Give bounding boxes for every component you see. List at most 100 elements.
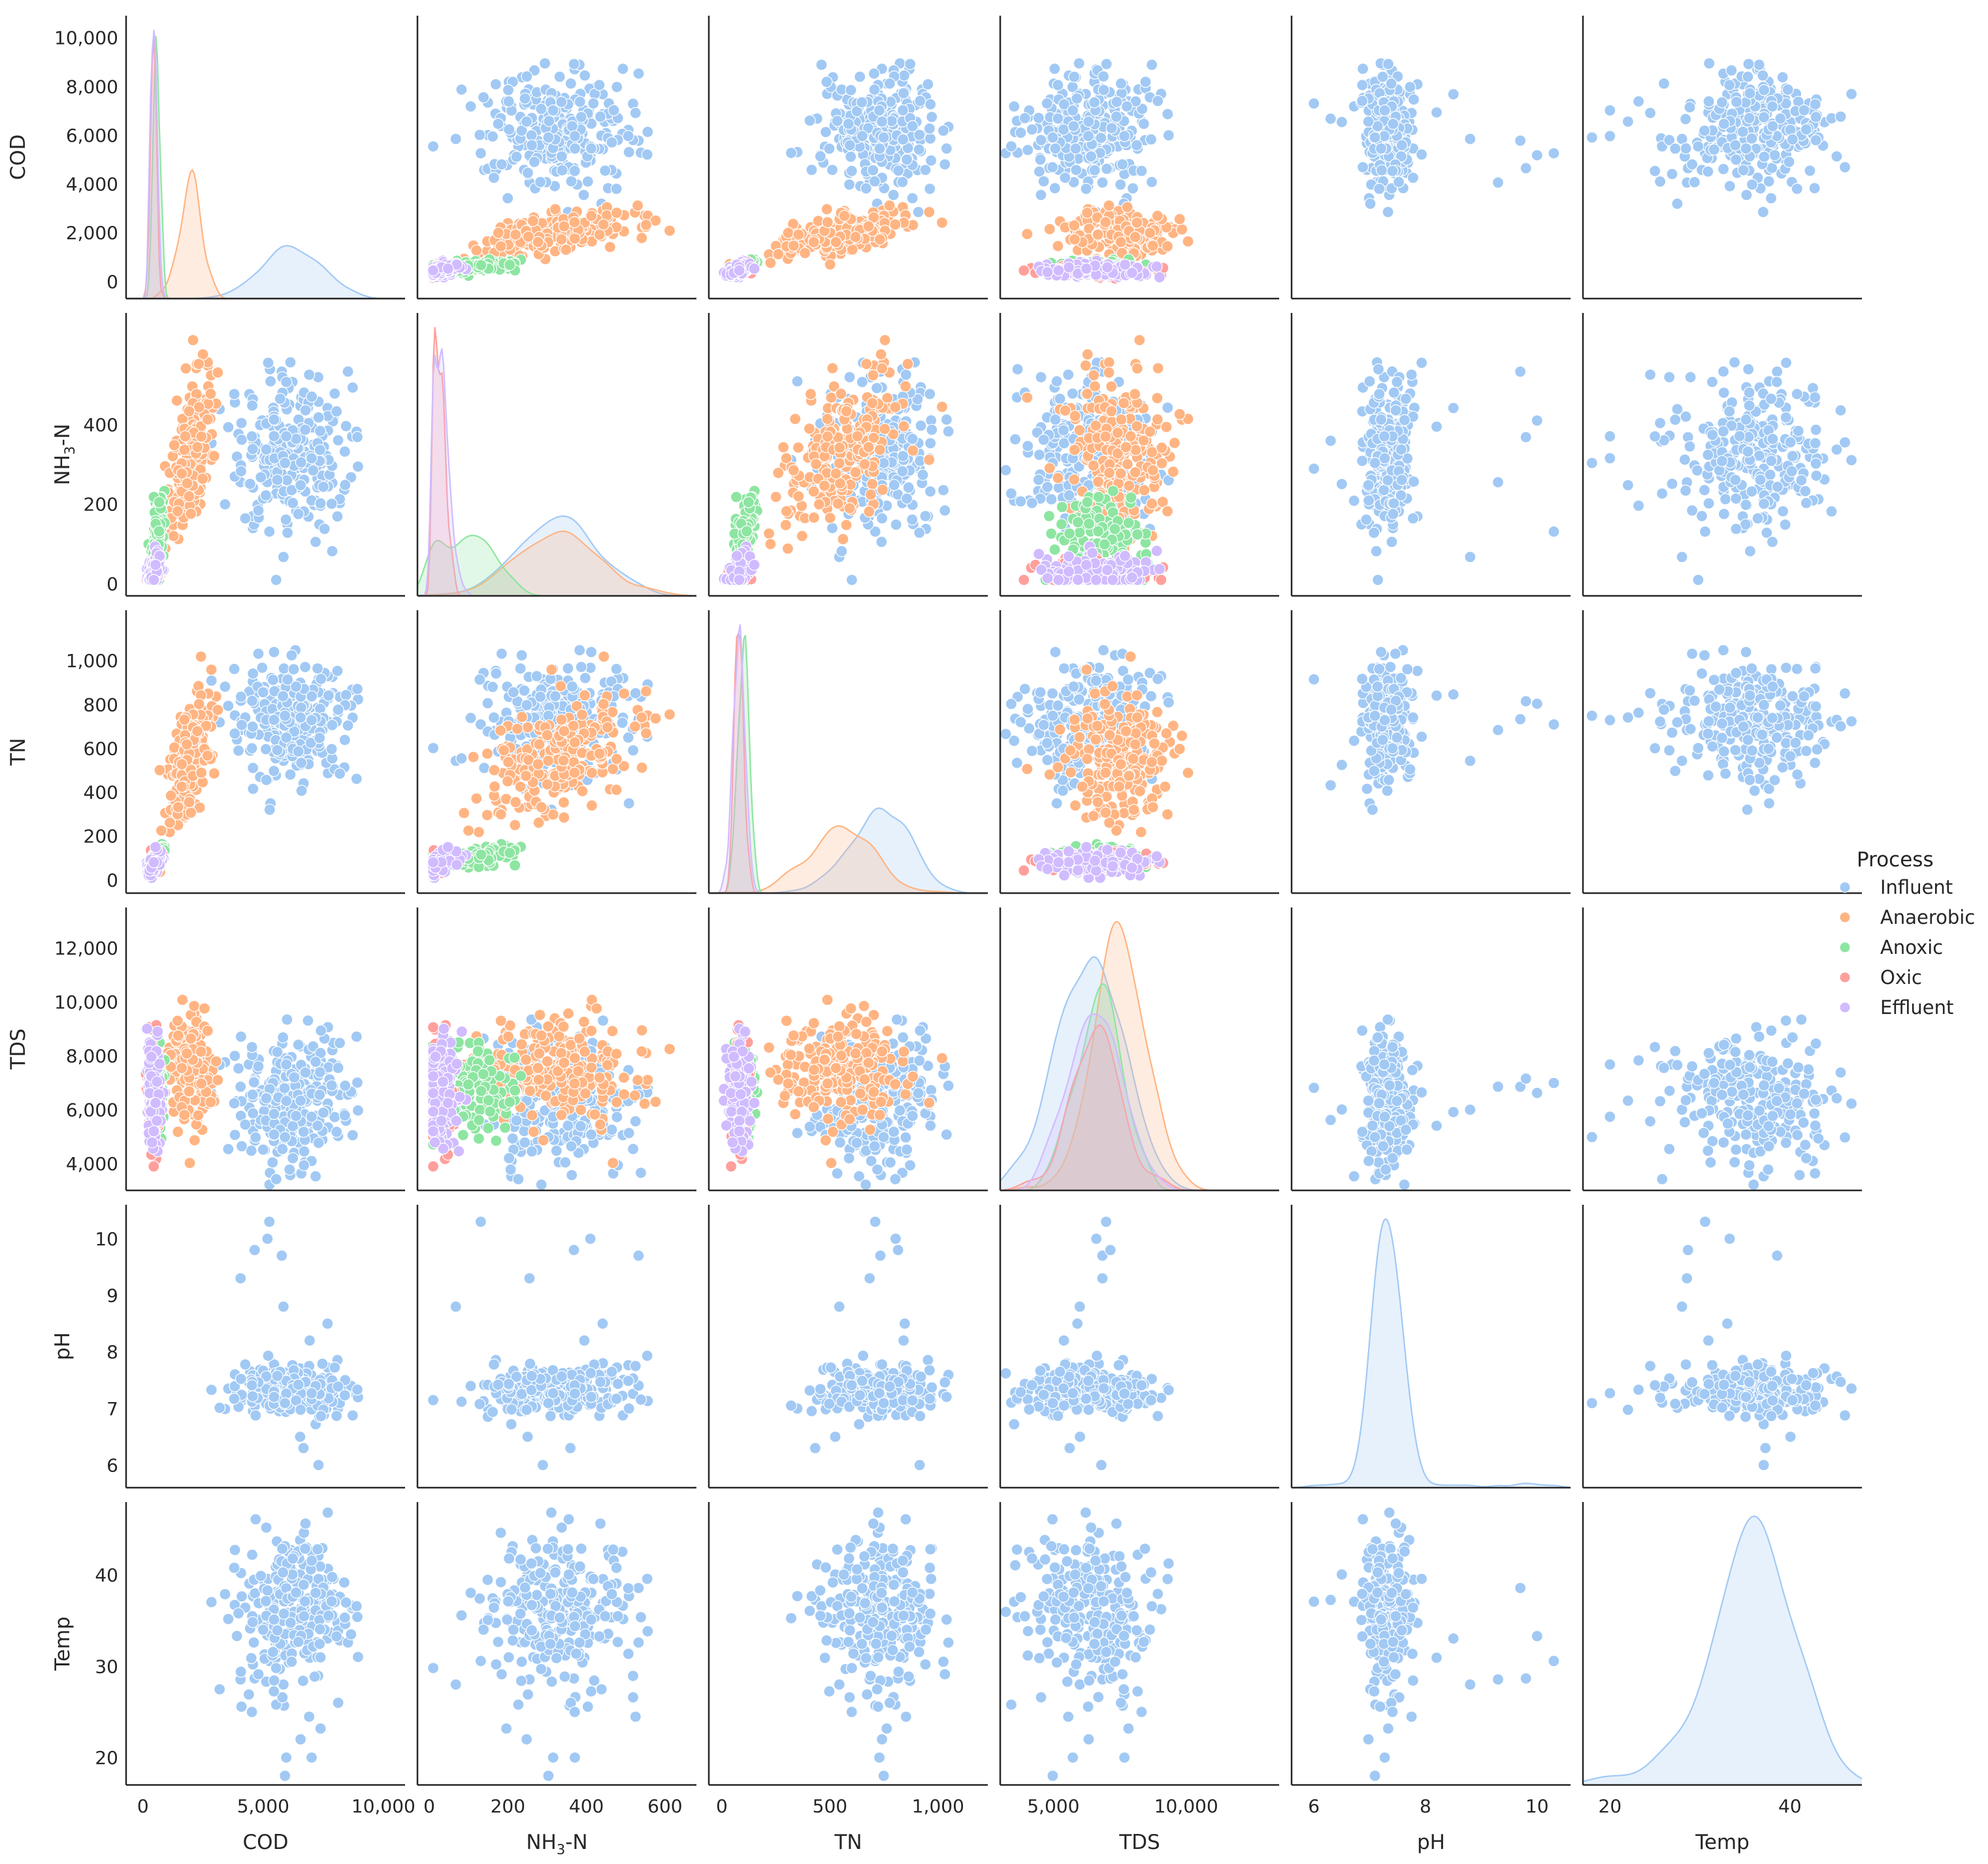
scatter-point-influent (1018, 112, 1031, 124)
scatter-point-influent (574, 95, 586, 108)
scatter-point-influent (1356, 95, 1369, 107)
scatter-point-influent (1049, 182, 1061, 195)
scatter-point-influent (924, 132, 937, 145)
scatter-point-influent (1407, 93, 1420, 106)
scatter-point-influent (814, 150, 826, 163)
scatter-point-influent (939, 158, 951, 171)
scatter-point-influent (1765, 192, 1778, 204)
scatter-point-anaerobic (832, 497, 844, 510)
scatter-point-influent (255, 471, 267, 483)
scatter-point-influent (593, 79, 606, 91)
scatter-point-influent (873, 104, 886, 117)
scatter-point-anaerobic (1081, 206, 1094, 219)
scatter-point-influent (856, 130, 868, 142)
scatter-point-influent (875, 512, 888, 525)
scatter-point-influent (329, 387, 341, 400)
scatter-point-influent (342, 365, 354, 378)
scatter-point-influent (282, 527, 294, 539)
scatter-point-anaerobic (1173, 213, 1186, 225)
scatter-point-anaerobic (470, 244, 483, 257)
scatter-point-anaerobic (780, 505, 793, 517)
scatter-point-influent (900, 492, 913, 505)
scatter-point-influent (1548, 147, 1560, 159)
scatter-point-influent (477, 91, 490, 104)
scatter-point-influent (295, 456, 307, 468)
scatter-point-influent (875, 116, 888, 128)
scatter-point-influent (1407, 172, 1419, 184)
scatter-point-influent (280, 376, 293, 388)
scatter-point-effluent (148, 574, 160, 586)
scatter-point-anaerobic (1151, 210, 1164, 222)
scatter-point-influent (1100, 163, 1113, 175)
scatter-point-influent (1786, 133, 1799, 146)
scatter-point-influent (594, 110, 607, 123)
scatter-point-influent (338, 446, 351, 458)
scatter-point-anaerobic (532, 236, 544, 248)
scatter-point-influent (1395, 139, 1408, 152)
scatter-point-anaerobic (181, 477, 193, 489)
scatter-point-influent (1135, 165, 1148, 177)
scatter-point-influent (235, 433, 248, 446)
scatter-point-influent (542, 131, 555, 144)
scatter-point-influent (1126, 182, 1139, 195)
scatter-point-anaerobic (798, 247, 811, 259)
scatter-point-influent (1382, 206, 1394, 218)
scatter-point-influent (568, 165, 581, 177)
scatter-point-anaerobic (495, 240, 507, 253)
scatter-point-influent (1114, 178, 1127, 191)
scatter-point-influent (246, 430, 258, 443)
scatter-point-effluent (150, 559, 162, 571)
scatter-point-influent (260, 443, 272, 456)
scatter-point-influent (1416, 148, 1428, 161)
scatter-point-influent (274, 393, 286, 405)
scatter-point-influent (900, 368, 912, 381)
scatter-point-anaerobic (876, 483, 889, 496)
scatter-point-influent (351, 431, 364, 444)
scatter-point-influent (280, 430, 293, 442)
scatter-point-anaerobic (171, 394, 183, 407)
scatter-point-influent (521, 167, 534, 179)
scatter-point-anaerobic (849, 466, 862, 479)
scatter-point-influent (845, 165, 858, 177)
scatter-point-anaerobic (167, 530, 180, 542)
scatter-point-anaerobic (176, 467, 188, 480)
scatter-point-influent (1105, 122, 1118, 135)
scatter-point-influent (1357, 161, 1369, 173)
scatter-point-influent (1088, 96, 1101, 108)
scatter-point-influent (1758, 84, 1770, 96)
scatter-point-anaerobic (568, 233, 581, 245)
scatter-point-influent (1680, 142, 1692, 155)
scatter-point-influent (340, 420, 352, 433)
scatter-point-influent (510, 150, 523, 163)
scatter-point-influent (1698, 124, 1711, 137)
scatter-point-influent (900, 154, 913, 166)
scatter-point-influent (538, 57, 551, 70)
scatter-point-influent (1464, 133, 1476, 145)
scatter-point-anaerobic (191, 441, 204, 453)
scatter-point-influent (1008, 100, 1020, 112)
scatter-point-influent (306, 391, 318, 403)
scatter-point-influent (543, 115, 555, 127)
scatter-point-influent (1139, 76, 1152, 88)
scatter-point-anaerobic (907, 444, 919, 457)
scatter-point-influent (1834, 110, 1847, 123)
scatter-point-influent (564, 77, 577, 90)
scatter-point-influent (1120, 100, 1133, 112)
scatter-point-influent (1723, 180, 1736, 192)
scatter-point-anaerobic (1144, 227, 1156, 239)
scatter-point-influent (896, 465, 909, 478)
scatter-point-influent (1740, 142, 1752, 155)
scatter-point-influent (587, 97, 600, 110)
scatter-point-influent (1491, 176, 1505, 189)
scatter-point-influent (622, 130, 634, 142)
scatter-point-influent (1633, 95, 1645, 108)
scatter-point-influent (887, 189, 900, 201)
scatter-point-influent (1430, 106, 1443, 119)
scatter-point-influent (1130, 139, 1143, 152)
scatter-point-influent (906, 120, 919, 133)
scatter-point-influent (331, 510, 344, 523)
scatter-point-influent (1357, 63, 1369, 75)
scatter-point-influent (1385, 77, 1397, 90)
scatter-point-influent (1362, 116, 1375, 128)
scatter-point-anaerobic (1043, 223, 1056, 235)
